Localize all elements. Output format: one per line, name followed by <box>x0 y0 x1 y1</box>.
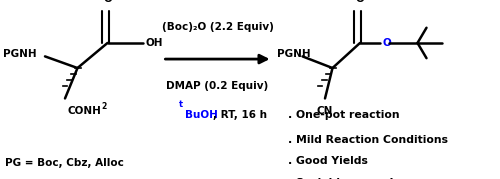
Text: . Good Yields: . Good Yields <box>288 156 368 166</box>
Text: . One-pot reaction: . One-pot reaction <box>288 110 399 120</box>
Text: O: O <box>103 0 112 4</box>
Text: DMAP (0.2 Equiv): DMAP (0.2 Equiv) <box>166 81 268 91</box>
Text: PGNH: PGNH <box>278 49 311 59</box>
Text: CONH: CONH <box>68 106 102 116</box>
Text: . Scalable procedure: . Scalable procedure <box>288 178 414 179</box>
Text: CN: CN <box>317 106 333 116</box>
Text: PG = Boc, Cbz, Alloc: PG = Boc, Cbz, Alloc <box>5 158 124 168</box>
Text: O: O <box>382 38 391 48</box>
Text: (Boc)₂O (2.2 Equiv): (Boc)₂O (2.2 Equiv) <box>162 22 274 32</box>
Text: PGNH: PGNH <box>2 49 36 59</box>
Text: t: t <box>179 100 183 109</box>
Text: BuOH: BuOH <box>186 110 218 120</box>
Text: OH: OH <box>145 38 162 48</box>
Text: O: O <box>356 0 364 4</box>
Text: . Mild Reaction Conditions: . Mild Reaction Conditions <box>288 135 448 145</box>
Text: , RT, 16 h: , RT, 16 h <box>213 110 267 120</box>
Text: 2: 2 <box>101 102 106 111</box>
